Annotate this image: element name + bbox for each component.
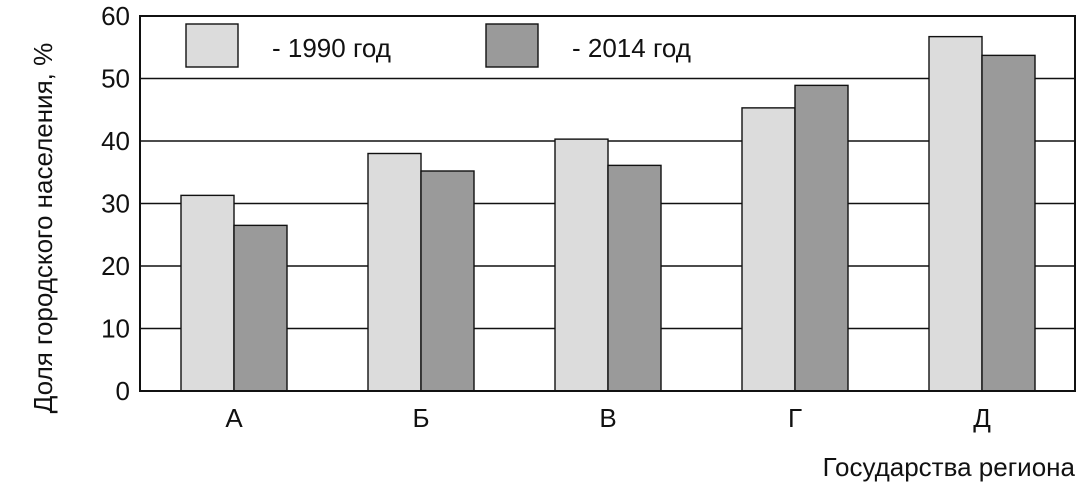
legend-swatch bbox=[485, 23, 539, 68]
bar-2014-3 bbox=[794, 84, 849, 392]
x-tick-label: Б bbox=[412, 403, 429, 433]
bar-1990-2 bbox=[554, 138, 609, 392]
y-tick-label: 10 bbox=[101, 314, 130, 344]
bar-1990-3 bbox=[741, 107, 796, 392]
y-tick-label: 20 bbox=[101, 251, 130, 281]
bar-1990-0 bbox=[180, 194, 235, 392]
y-tick-label: 40 bbox=[101, 126, 130, 156]
legend-label: - 1990 год bbox=[272, 33, 391, 63]
y-axis-ticks: 0 10 20 30 40 50 60 bbox=[101, 1, 130, 406]
x-axis-label: Государства региона bbox=[823, 452, 1076, 482]
legend-swatch bbox=[185, 23, 239, 68]
bar-1990-4 bbox=[928, 35, 983, 392]
legend: - 1990 год - 2014 год bbox=[185, 23, 691, 68]
bar-2014-4 bbox=[981, 54, 1036, 392]
x-axis-ticks: А Б В Г Д bbox=[225, 403, 991, 433]
bar-1990-1 bbox=[367, 152, 422, 392]
bar-2014-1 bbox=[420, 170, 475, 392]
bar-2014-0 bbox=[233, 224, 288, 392]
y-tick-label: 50 bbox=[101, 64, 130, 94]
y-tick-label: 30 bbox=[101, 189, 130, 219]
y-tick-label: 0 bbox=[116, 376, 130, 406]
x-tick-label: Д bbox=[973, 403, 991, 433]
bars bbox=[180, 35, 1036, 392]
plot-frame bbox=[139, 15, 1076, 392]
y-tick-label: 60 bbox=[101, 1, 130, 31]
x-tick-label: А bbox=[225, 403, 243, 433]
x-tick-label: Г bbox=[788, 403, 802, 433]
x-tick-label: В bbox=[599, 403, 616, 433]
bar-2014-2 bbox=[607, 164, 662, 392]
legend-label: - 2014 год bbox=[572, 33, 691, 63]
y-axis-label: Доля городского населения, % bbox=[28, 43, 58, 413]
